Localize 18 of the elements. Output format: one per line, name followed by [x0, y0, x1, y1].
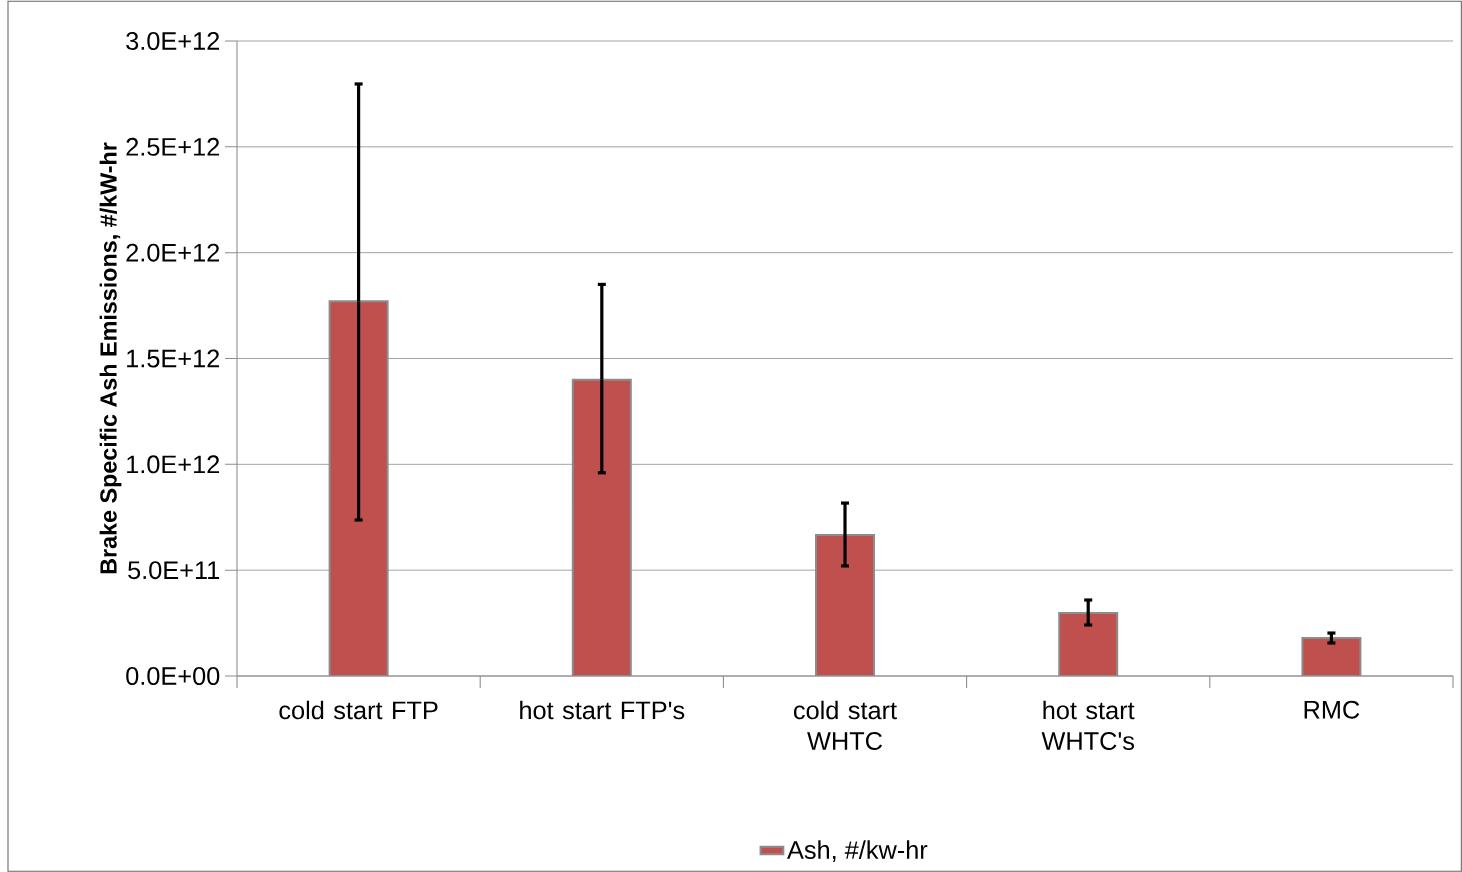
- bar: [1058, 611, 1119, 676]
- x-tick-label: cold start FTP: [279, 700, 438, 720]
- y-tick-label: 0.0E+00: [126, 667, 220, 685]
- y-tick-label: 1.0E+12: [127, 455, 220, 474]
- x-tick-label: hot start WHTC's: [1041, 700, 1135, 750]
- y-tick-label: 2.5E+12: [126, 137, 220, 156]
- y-tick-label: 1.5E+12: [127, 349, 220, 368]
- y-tick-label: 2.0E+12: [126, 243, 220, 262]
- y-axis-title: Brake Specific Ash Emissions, #/kW-hr: [99, 142, 122, 574]
- y-tick-label: 5.0E+11: [128, 561, 220, 580]
- legend-label: Ash, #/kw-hr: [787, 840, 928, 862]
- x-tick-label: RMC: [1304, 700, 1360, 719]
- x-tick-label: hot start FTP's: [520, 700, 685, 720]
- bar: [1301, 636, 1362, 676]
- bar: [815, 534, 876, 676]
- y-tick-label: 3.0E+12: [126, 32, 220, 50]
- x-tick-label: cold start WHTC: [793, 700, 897, 750]
- bar: [571, 378, 632, 676]
